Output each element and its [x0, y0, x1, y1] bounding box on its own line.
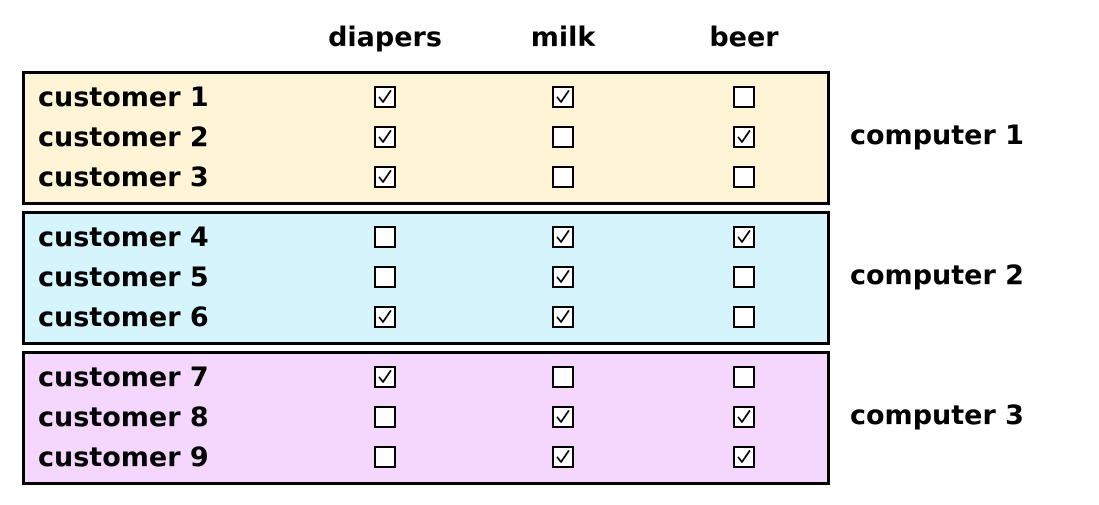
checkmark-icon	[556, 90, 570, 103]
column-header-milk: milk	[530, 22, 596, 53]
checkmark-icon	[556, 310, 570, 323]
unchecked-box	[733, 86, 755, 108]
group-computer-1	[22, 71, 830, 205]
unchecked-box	[733, 366, 755, 388]
checked-box	[733, 226, 755, 248]
column-header-diapers: diapers	[328, 22, 442, 53]
checkmark-icon	[737, 130, 751, 143]
unchecked-box	[552, 366, 574, 388]
customer-label: customer 9	[38, 442, 209, 473]
checkmark-icon	[378, 130, 392, 143]
checkmark-icon	[378, 170, 392, 183]
customer-label: customer 8	[38, 402, 209, 433]
checked-box	[552, 266, 574, 288]
unchecked-box	[374, 226, 396, 248]
checkmark-icon	[378, 370, 392, 383]
group-computer-2	[22, 211, 830, 345]
checked-box	[552, 406, 574, 428]
computer-label: computer 1	[850, 120, 1024, 151]
checked-box	[374, 86, 396, 108]
checkmark-icon	[737, 410, 751, 423]
customer-label: customer 5	[38, 262, 209, 293]
checkmark-icon	[556, 450, 570, 463]
checked-box	[733, 446, 755, 468]
checked-box	[733, 126, 755, 148]
unchecked-box	[552, 126, 574, 148]
checkmark-icon	[737, 230, 751, 243]
customer-label: customer 6	[38, 302, 209, 333]
checked-box	[552, 226, 574, 248]
checked-box	[733, 406, 755, 428]
customer-label: customer 7	[38, 362, 209, 393]
customer-label: customer 1	[38, 82, 209, 113]
unchecked-box	[552, 166, 574, 188]
checked-box	[374, 166, 396, 188]
checkmark-icon	[378, 310, 392, 323]
customer-label: customer 2	[38, 122, 209, 153]
unchecked-box	[733, 306, 755, 328]
checked-box	[374, 126, 396, 148]
checked-box	[374, 306, 396, 328]
unchecked-box	[733, 166, 755, 188]
unchecked-box	[374, 406, 396, 428]
checkmark-icon	[556, 270, 570, 283]
checked-box	[552, 86, 574, 108]
customer-label: customer 4	[38, 222, 209, 253]
unchecked-box	[374, 266, 396, 288]
computer-label: computer 2	[850, 260, 1024, 291]
checked-box	[374, 366, 396, 388]
checkmark-icon	[378, 90, 392, 103]
group-computer-3	[22, 351, 830, 485]
column-header-beer: beer	[709, 22, 779, 53]
checkmark-icon	[556, 230, 570, 243]
checkmark-icon	[737, 450, 751, 463]
customer-label: customer 3	[38, 162, 209, 193]
checked-box	[552, 306, 574, 328]
computer-label: computer 3	[850, 400, 1024, 431]
unchecked-box	[374, 446, 396, 468]
checkmark-icon	[556, 410, 570, 423]
unchecked-box	[733, 266, 755, 288]
checked-box	[552, 446, 574, 468]
